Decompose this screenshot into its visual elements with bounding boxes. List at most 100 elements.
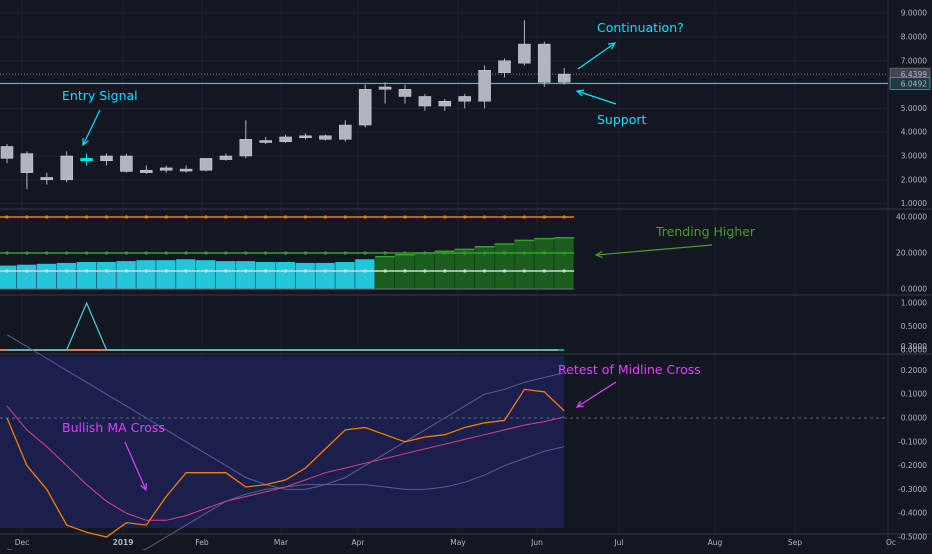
upper-level-line-dot: [562, 215, 566, 219]
mid-level-line-dot: [562, 251, 566, 255]
trend-tick-label: 20.0000: [896, 249, 927, 258]
trend-strength-pane[interactable]: [0, 215, 575, 290]
lower-level-line-dot: [244, 269, 248, 273]
mid-level-line-dot: [502, 251, 507, 255]
candle: [239, 139, 253, 157]
price-pane[interactable]: [0, 20, 888, 190]
continuation-label: Continuation?: [597, 20, 684, 35]
trend-bar: [215, 261, 236, 289]
ma-cross-arrow-head: [140, 482, 147, 492]
price-tick-label: 9.0000: [901, 9, 927, 18]
upper-level-line-dot: [124, 215, 128, 219]
price-axis[interactable]: 1.00002.00003.00004.00005.00006.00007.00…: [889, 9, 931, 542]
price-tick-label: 4.0000: [901, 128, 927, 137]
trend-bar: [335, 262, 355, 289]
lower-level-line-dot: [144, 269, 148, 273]
price-tick-label: 7.0000: [901, 56, 927, 65]
lower-level-line-dot: [25, 269, 29, 273]
upper-level-line-dot: [542, 215, 546, 219]
upper-level-line-dot: [65, 215, 69, 219]
trend-bar: [96, 262, 116, 289]
oscillator-tick-label: 0.2000: [901, 366, 927, 375]
upper-level-line-dot: [224, 215, 228, 219]
mid-level-line-dot: [5, 251, 9, 255]
upper-level-line-dot: [204, 215, 208, 219]
signal-candle: [80, 158, 93, 162]
upper-level-line-dot: [463, 215, 467, 219]
time-tick-label: Mar: [274, 538, 289, 547]
trend-bar: [295, 262, 315, 289]
mid-level-line-dot: [204, 251, 208, 255]
mid-level-line-dot: [542, 251, 546, 255]
lower-level-line-dot: [124, 269, 128, 273]
candle: [159, 167, 173, 171]
midline-retest-label: Retest of Midline Cross: [558, 362, 701, 377]
oscillator-tick-label: -0.1000: [898, 437, 927, 446]
trend-bar: [355, 259, 375, 289]
price-tick-label: 1.0000: [901, 199, 927, 208]
time-axis[interactable]: Dec 2019 Feb Mar Apr May Jun Jul Aug Sep Oc: [15, 538, 896, 547]
lower-level-line-dot: [483, 269, 487, 273]
support-arrow: [576, 90, 617, 105]
trend-bar: [514, 240, 534, 289]
candle: [120, 155, 133, 172]
mid-level-line-dot: [144, 251, 148, 255]
mid-level-line-dot: [25, 251, 29, 255]
trend-tick-label: 40.0000: [896, 213, 927, 222]
price-label-tag: [889, 77, 931, 90]
upper-level-line-dot: [403, 215, 407, 219]
upper-level-line-dot: [5, 215, 9, 219]
midline-retest-arrow-head: [575, 400, 585, 408]
lower-level-line-dot: [45, 269, 49, 273]
price-label-text: 6.0492: [901, 79, 927, 88]
lower-level-line-dot: [343, 269, 347, 273]
candle: [538, 43, 551, 83]
lower-level-line-dot: [363, 269, 367, 273]
candle: [398, 89, 412, 97]
candle: [438, 100, 452, 107]
mid-level-line-dot: [224, 251, 228, 255]
mid-level-line-dot: [403, 251, 407, 255]
signal-tick-label: 1.0000: [901, 299, 927, 308]
upper-level-line-dot: [522, 215, 527, 219]
signal-tick-label: 0.5000: [901, 322, 927, 331]
candle: [0, 146, 14, 159]
oscillator-line: [6, 388, 565, 538]
trend-bar: [0, 265, 17, 289]
mid-level-line-dot: [303, 251, 308, 255]
lower-level-line-dot: [204, 269, 208, 273]
upper-level-line-dot: [303, 215, 308, 219]
oscillator-tick-label: -0.5000: [898, 533, 927, 542]
oscillator-tick-label: 0.1000: [901, 390, 927, 399]
trend-bar: [36, 263, 57, 289]
price-label-text: 6.4399: [901, 70, 927, 79]
entry-signal-line: [7, 301, 565, 351]
time-tick-label: Feb: [195, 538, 209, 547]
oscillator-tick-label: -0.4000: [898, 509, 927, 518]
lower-level-line-dot: [85, 269, 89, 273]
entry-signal-pane[interactable]: [0, 301, 565, 351]
candle: [259, 140, 272, 143]
trend-bar: [116, 261, 136, 289]
lower-level-line-dot: [463, 269, 467, 273]
trend-bar: [56, 262, 77, 289]
annotations: Continuation? Support Entry Signal Trending…: [62, 20, 756, 492]
oscillator-tick-label: 0.0000: [901, 414, 927, 423]
upper-level-line-dot: [483, 215, 487, 219]
time-tick-label: Oc: [886, 538, 896, 547]
entry-signal-arrow-head: [82, 137, 89, 147]
candle: [199, 158, 213, 171]
candle: [20, 153, 34, 173]
oscillator-pane[interactable]: [0, 334, 888, 554]
upper-level-line-dot: [284, 215, 288, 219]
lower-level-line-dot: [5, 269, 9, 273]
lower-level-line-dot: [502, 269, 507, 273]
upper-level-line-dot: [45, 215, 49, 219]
upper-level-line-dot: [144, 215, 148, 219]
price-tick-label: 2.0000: [901, 175, 927, 184]
price-tick-label: 3.0000: [901, 152, 927, 161]
upper-level-line-dot: [104, 215, 109, 219]
time-tick-label: Sep: [788, 538, 802, 547]
